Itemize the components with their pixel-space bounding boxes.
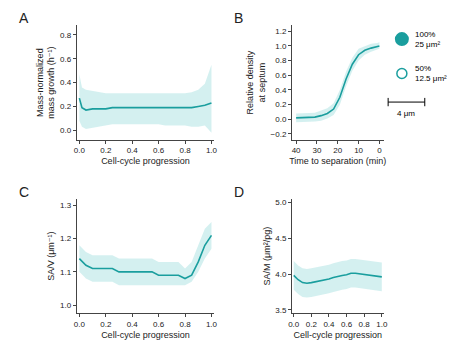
svg-text:40: 40 bbox=[292, 146, 301, 155]
svg-text:50%12.5 μm²: 50%12.5 μm² bbox=[415, 64, 447, 83]
svg-text:0.0: 0.0 bbox=[74, 146, 86, 155]
svg-text:Time to separation (min): Time to separation (min) bbox=[289, 156, 386, 166]
svg-text:30: 30 bbox=[312, 146, 321, 155]
svg-text:0: 0 bbox=[377, 146, 382, 155]
svg-text:C: C bbox=[19, 184, 29, 200]
svg-text:0.2: 0.2 bbox=[275, 100, 287, 109]
svg-text:1.2: 1.2 bbox=[60, 234, 72, 243]
svg-text:0.8: 0.8 bbox=[359, 320, 371, 329]
svg-text:Cell-cycle progression: Cell-cycle progression bbox=[101, 156, 190, 166]
svg-text:0.0: 0.0 bbox=[288, 320, 300, 329]
svg-text:5.0: 5.0 bbox=[275, 198, 287, 207]
svg-text:0.8: 0.8 bbox=[179, 320, 191, 329]
svg-text:0.4: 0.4 bbox=[127, 320, 139, 329]
svg-text:1.0: 1.0 bbox=[376, 320, 388, 329]
svg-text:10: 10 bbox=[354, 146, 363, 155]
svg-text:0.0: 0.0 bbox=[60, 126, 72, 135]
svg-text:B: B bbox=[234, 10, 243, 26]
svg-text:Relative densityat septum: Relative densityat septum bbox=[245, 50, 267, 114]
svg-text:1.0: 1.0 bbox=[275, 42, 287, 51]
svg-text:0.8: 0.8 bbox=[179, 146, 191, 155]
svg-text:0.0: 0.0 bbox=[74, 320, 86, 329]
svg-text:Cell-cycle progression: Cell-cycle progression bbox=[293, 330, 382, 340]
svg-text:SA/V (μm⁻¹): SA/V (μm⁻¹) bbox=[46, 231, 56, 280]
svg-text:Mass-normalizedmass growth (h⁻: Mass-normalizedmass growth (h⁻¹) bbox=[35, 46, 57, 118]
svg-text:0.4: 0.4 bbox=[275, 86, 287, 95]
svg-text:1.3: 1.3 bbox=[60, 201, 72, 210]
svg-text:Cell-cycle progression: Cell-cycle progression bbox=[101, 330, 190, 340]
svg-text:0.6: 0.6 bbox=[153, 320, 165, 329]
svg-text:0.4: 0.4 bbox=[323, 320, 335, 329]
svg-text:1.1: 1.1 bbox=[60, 268, 72, 277]
svg-text:0.6: 0.6 bbox=[60, 55, 72, 64]
svg-text:D: D bbox=[234, 184, 244, 200]
svg-text:0.6: 0.6 bbox=[153, 146, 165, 155]
svg-text:A: A bbox=[19, 10, 29, 26]
svg-text:0.8: 0.8 bbox=[275, 56, 287, 65]
svg-text:3.5: 3.5 bbox=[275, 306, 287, 315]
svg-text:0.8: 0.8 bbox=[60, 31, 72, 40]
svg-text:0.4: 0.4 bbox=[60, 78, 72, 87]
svg-text:0.0: 0.0 bbox=[275, 115, 287, 124]
svg-text:0.6: 0.6 bbox=[341, 320, 353, 329]
svg-text:0.2: 0.2 bbox=[306, 320, 318, 329]
svg-text:1.2: 1.2 bbox=[275, 27, 287, 36]
svg-text:20: 20 bbox=[333, 146, 342, 155]
svg-text:0.2: 0.2 bbox=[100, 320, 112, 329]
svg-text:1.0: 1.0 bbox=[206, 320, 218, 329]
svg-text:0.2: 0.2 bbox=[100, 146, 112, 155]
svg-text:0.6: 0.6 bbox=[275, 71, 287, 80]
svg-text:4.0: 4.0 bbox=[275, 270, 287, 279]
svg-text:0.4: 0.4 bbox=[127, 146, 139, 155]
svg-text:SA/M (μm²/pg): SA/M (μm²/pg) bbox=[262, 227, 272, 286]
svg-text:100%25 μm²: 100%25 μm² bbox=[415, 30, 440, 49]
svg-text:4 μm: 4 μm bbox=[397, 109, 415, 118]
svg-text:−0.2: −0.2 bbox=[271, 130, 287, 139]
svg-text:1.0: 1.0 bbox=[60, 301, 72, 310]
svg-text:4.5: 4.5 bbox=[275, 234, 287, 243]
svg-text:1.0: 1.0 bbox=[206, 146, 218, 155]
svg-text:0.2: 0.2 bbox=[60, 102, 72, 111]
